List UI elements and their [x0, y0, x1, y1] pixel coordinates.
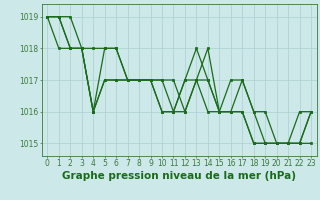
- X-axis label: Graphe pression niveau de la mer (hPa): Graphe pression niveau de la mer (hPa): [62, 171, 296, 181]
